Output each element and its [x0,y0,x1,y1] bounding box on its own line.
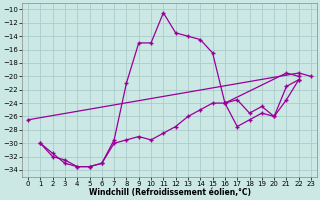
X-axis label: Windchill (Refroidissement éolien,°C): Windchill (Refroidissement éolien,°C) [89,188,251,197]
